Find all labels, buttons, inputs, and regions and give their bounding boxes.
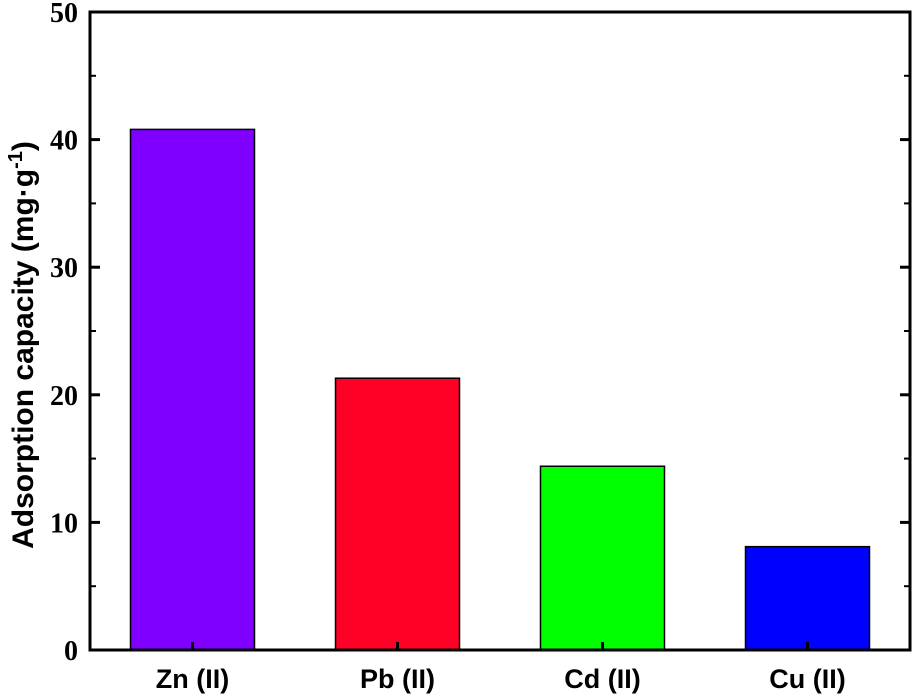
bar-pb [334,377,461,651]
y-tick-label: 10 [50,508,78,539]
y-tick-label: 0 [64,636,78,667]
plot-frame [88,10,912,652]
y-tick-label: 30 [50,253,78,284]
y-tick-label: 20 [50,381,78,412]
bar-zn [129,128,256,651]
bars-group [129,128,871,651]
y-axis-title: Adsorption capacity (mg·g-1) [5,141,40,549]
y-ticks-group: 0 10 20 30 40 50 [50,0,910,667]
x-tick-label: Zn (II) [156,664,229,694]
x-ticks-group: Zn (II) Pb (II) Cd (II) Cu (II) [156,642,846,694]
x-tick-label: Cd (II) [564,664,640,694]
y-tick-label: 50 [50,0,78,29]
y-tick-label: 40 [50,126,78,157]
bar-cd [539,465,666,651]
bar-cu [744,545,871,651]
x-tick-label: Cu (II) [769,664,845,694]
x-tick-label: Pb (II) [360,664,435,694]
